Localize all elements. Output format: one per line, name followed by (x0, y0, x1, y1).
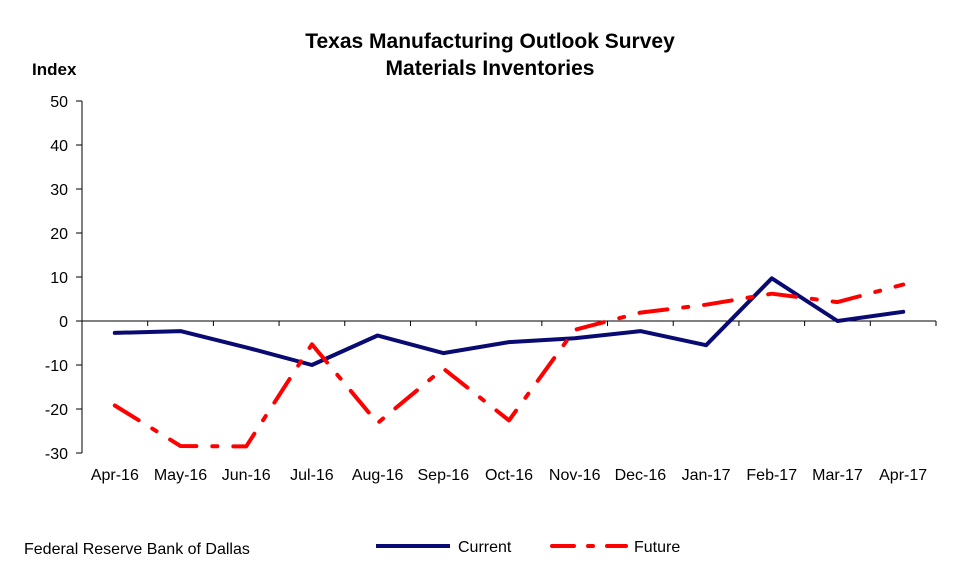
chart-title: Texas Manufacturing Outlook Survey (305, 30, 675, 53)
series-lines (112, 276, 906, 449)
legend-label-future: Future (634, 539, 680, 556)
series-line-future (112, 282, 906, 449)
x-tick-label: Oct-16 (485, 467, 533, 484)
x-tick-label: Nov-16 (549, 467, 601, 484)
y-tick-label: 0 (59, 314, 68, 331)
axes: 50 40 30 20 10 0 -10 -20 -30 Apr-16 May-16 Jun-16 Ju… (45, 94, 937, 484)
y-tick-label: 50 (50, 94, 68, 111)
x-tick-label: Feb-17 (746, 467, 797, 484)
y-tick-label: -30 (45, 446, 68, 463)
x-tick-label: Aug-16 (352, 467, 404, 484)
x-tick-label: Sep-16 (418, 467, 470, 484)
y-tick-label: 40 (50, 138, 68, 155)
x-tick-label: Apr-16 (91, 467, 139, 484)
y-tick-label: 10 (50, 270, 68, 287)
y-axis-label: Index (32, 60, 77, 79)
y-tick-label: 20 (50, 226, 68, 243)
x-tick-label: Dec-16 (615, 467, 667, 484)
x-tick-label: Apr-17 (879, 467, 927, 484)
legend-label-current: Current (458, 539, 512, 556)
x-tick-label: Jan-17 (682, 467, 731, 484)
series-line-current (112, 276, 906, 367)
y-tick-label: 30 (50, 182, 68, 199)
chart-subtitle: Materials Inventories (385, 57, 595, 80)
x-tick-label: Jun-16 (222, 467, 271, 484)
y-tick-label: -20 (45, 402, 68, 419)
x-tick-label: Jul-16 (290, 467, 334, 484)
x-tick-label: Mar-17 (812, 467, 863, 484)
legend: Current Future (376, 539, 680, 556)
source-note: Federal Reserve Bank of Dallas (24, 541, 250, 558)
x-tick-label: May-16 (154, 467, 207, 484)
y-tick-label: -10 (45, 358, 68, 375)
